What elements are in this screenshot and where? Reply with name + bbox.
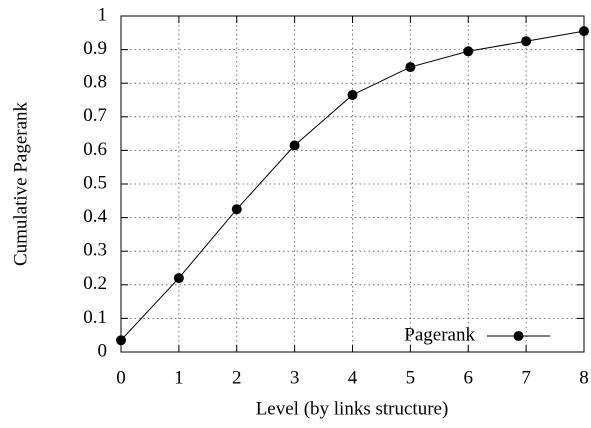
x-axis-label: Level (by links structure) xyxy=(256,398,449,419)
series-line xyxy=(120,30,585,341)
y-tick-label: 0.9 xyxy=(83,38,107,59)
x-tick-label: 3 xyxy=(290,367,300,388)
data-point xyxy=(405,62,416,73)
data-point xyxy=(463,46,474,57)
x-tick-label: 5 xyxy=(406,367,416,388)
data-point xyxy=(116,335,126,346)
data-point xyxy=(231,204,242,215)
x-tick-label: 4 xyxy=(348,367,358,388)
data-point xyxy=(579,26,589,37)
x-tick-label: 6 xyxy=(464,367,474,388)
x-tick-label: 8 xyxy=(579,367,589,388)
legend-marker xyxy=(513,331,524,341)
y-tick-label: 0.5 xyxy=(83,172,107,193)
y-tick-label: 0.6 xyxy=(83,139,107,160)
y-tick-label: 0.1 xyxy=(83,307,107,328)
y-tick-label: 0.4 xyxy=(83,206,107,227)
y-tick-label: 0.7 xyxy=(83,105,107,126)
y-tick-label: 1 xyxy=(98,4,108,25)
data-point xyxy=(521,36,532,47)
y-axis-label: Cumulative Pagerank xyxy=(10,101,31,266)
data-point xyxy=(289,140,300,151)
legend-label: Pagerank xyxy=(404,324,475,345)
data-point xyxy=(173,273,184,284)
y-tick-label: 0.8 xyxy=(83,72,107,93)
x-tick-label: 0 xyxy=(116,367,126,388)
plot-frame xyxy=(120,15,585,353)
y-tick-label: 0 xyxy=(98,340,108,361)
x-tick-label: 7 xyxy=(521,367,531,388)
y-tick-label: 0.2 xyxy=(83,273,107,294)
y-tick-label: 0.3 xyxy=(83,240,107,261)
x-tick-label: 2 xyxy=(232,367,242,388)
data-point xyxy=(347,89,358,100)
x-tick-label: 1 xyxy=(174,367,184,388)
